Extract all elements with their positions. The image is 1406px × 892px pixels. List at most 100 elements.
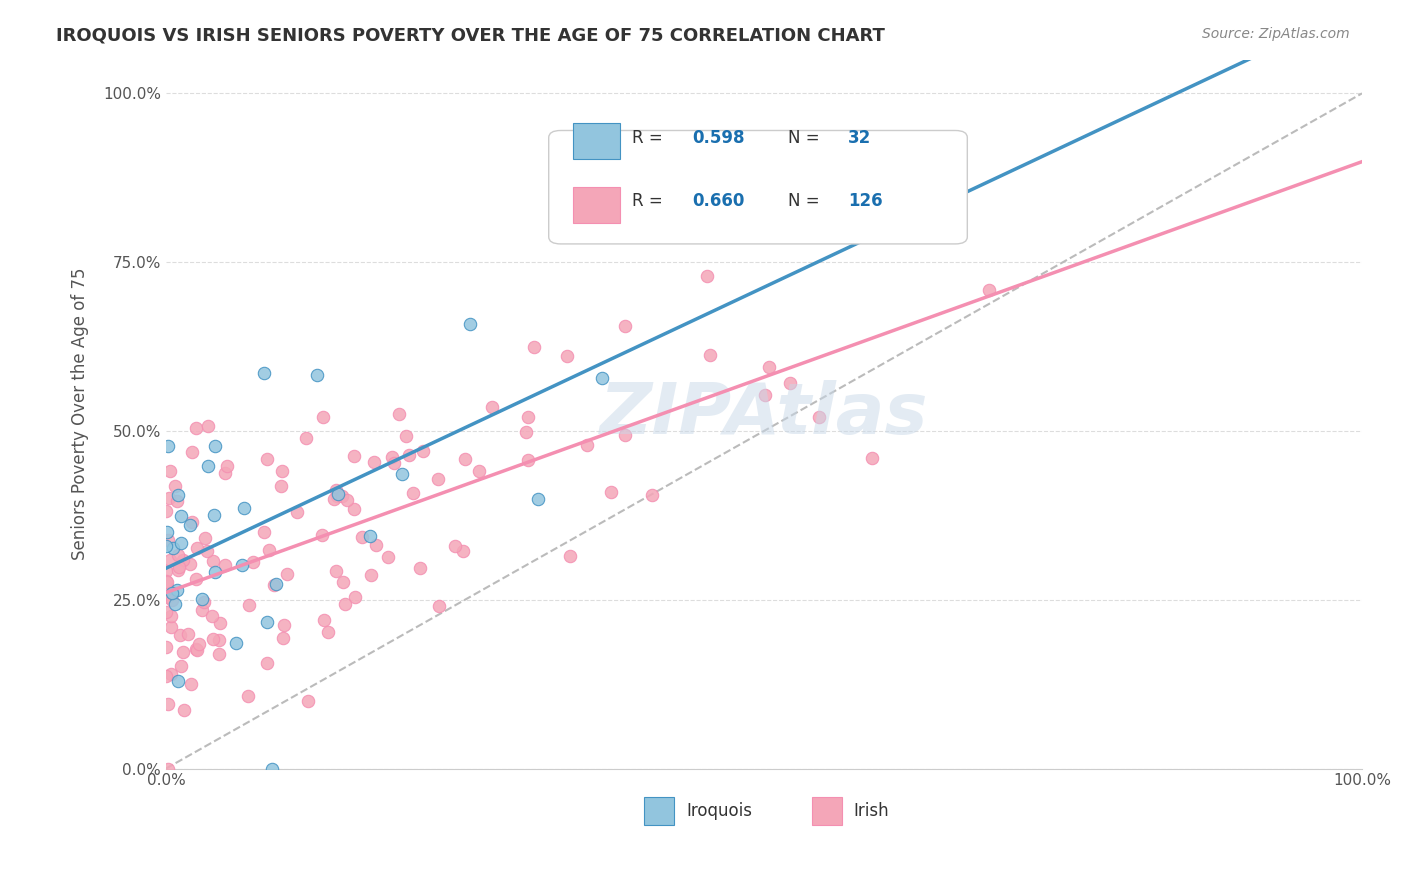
Point <box>689 221 711 235</box>
Point <box>204 439 226 453</box>
Point <box>169 536 191 550</box>
Point <box>194 532 217 546</box>
Point <box>166 493 188 508</box>
Point <box>307 368 329 383</box>
Y-axis label: Seniors Poverty Over the Age of 75: Seniors Poverty Over the Age of 75 <box>72 268 89 560</box>
Point <box>481 401 503 415</box>
Point <box>599 485 621 500</box>
Point <box>166 673 188 688</box>
Point <box>412 444 434 458</box>
Point <box>155 574 177 589</box>
Point <box>576 438 599 452</box>
Point <box>271 464 294 478</box>
Point <box>188 637 211 651</box>
Point <box>458 317 481 331</box>
Point <box>614 318 637 333</box>
Point <box>214 558 236 572</box>
Point <box>179 517 201 532</box>
Point <box>758 360 780 375</box>
Point <box>193 595 215 609</box>
Point <box>696 268 718 283</box>
Point <box>156 697 179 711</box>
Text: Iroquois: Iroquois <box>686 802 752 820</box>
Point <box>363 455 385 469</box>
Point <box>159 552 181 566</box>
Point <box>257 542 280 557</box>
Point <box>155 504 177 518</box>
Point <box>156 762 179 776</box>
Point <box>527 492 550 507</box>
Point <box>256 452 278 467</box>
Point <box>523 340 546 354</box>
Point <box>271 631 294 645</box>
Point <box>195 543 218 558</box>
Point <box>231 558 253 573</box>
Point <box>270 479 292 493</box>
Point <box>395 429 418 443</box>
Point <box>444 539 467 553</box>
Point <box>454 452 477 467</box>
Point <box>360 567 382 582</box>
Point <box>214 467 236 481</box>
Point <box>157 439 180 453</box>
Point <box>517 409 540 424</box>
Point <box>191 592 214 607</box>
Point <box>333 597 356 611</box>
Point <box>207 647 229 661</box>
Point <box>225 636 247 650</box>
Point <box>326 489 349 503</box>
Point <box>297 694 319 708</box>
Point <box>366 538 388 552</box>
Text: 0.598: 0.598 <box>692 128 745 146</box>
Point <box>165 478 187 492</box>
Point <box>391 467 413 482</box>
Point <box>336 492 359 507</box>
Text: ZIPAtlas: ZIPAtlas <box>600 380 928 449</box>
Point <box>256 657 278 671</box>
Point <box>209 616 232 631</box>
Point <box>197 459 219 474</box>
Point <box>190 603 212 617</box>
Point <box>155 587 177 601</box>
Point <box>242 555 264 569</box>
Point <box>197 419 219 434</box>
Point <box>156 533 179 547</box>
Bar <box>811 797 842 825</box>
Point <box>170 659 193 673</box>
Point <box>517 452 540 467</box>
Point <box>215 458 238 473</box>
Point <box>162 541 184 556</box>
Point <box>160 666 183 681</box>
Point <box>515 425 537 439</box>
Point <box>558 549 581 564</box>
Point <box>325 564 347 578</box>
Point <box>201 609 224 624</box>
Point <box>388 407 411 421</box>
Point <box>316 624 339 639</box>
Point <box>381 450 404 465</box>
Text: Irish: Irish <box>853 802 890 820</box>
Point <box>166 488 188 502</box>
Point <box>172 645 194 659</box>
Point <box>173 704 195 718</box>
Text: R =: R = <box>633 193 668 211</box>
Point <box>342 449 364 463</box>
Text: IROQUOIS VS IRISH SENIORS POVERTY OVER THE AGE OF 75 CORRELATION CHART: IROQUOIS VS IRISH SENIORS POVERTY OVER T… <box>56 27 886 45</box>
Point <box>184 421 207 435</box>
Text: R =: R = <box>633 128 668 146</box>
Point <box>409 561 432 575</box>
Point <box>260 762 283 776</box>
Point <box>294 431 316 445</box>
Point <box>186 541 208 555</box>
Point <box>157 491 180 506</box>
Point <box>382 456 405 470</box>
Point <box>402 486 425 500</box>
Point <box>156 591 179 605</box>
Text: N =: N = <box>787 193 825 211</box>
Point <box>204 566 226 580</box>
Point <box>311 528 333 542</box>
Point <box>166 583 188 598</box>
Point <box>159 464 181 478</box>
Point <box>179 557 201 571</box>
Point <box>285 505 308 519</box>
